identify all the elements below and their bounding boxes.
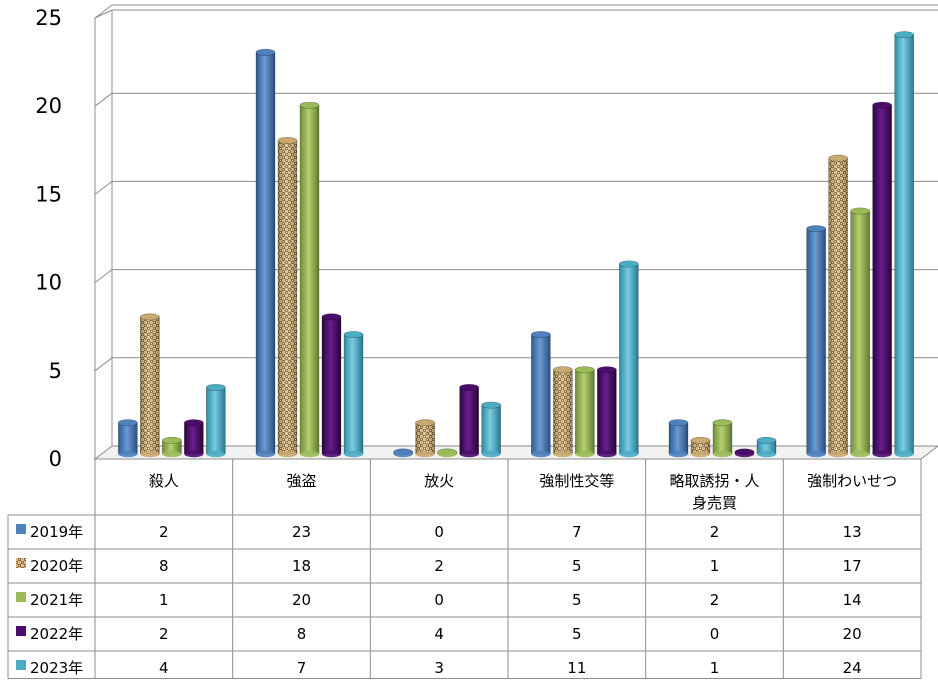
- category-label: 強盗: [286, 472, 316, 490]
- table-cell: 14: [843, 591, 862, 609]
- table-cell: 0: [434, 591, 444, 609]
- legend-swatch: [16, 592, 26, 602]
- bar-2023年-放火: [481, 401, 501, 458]
- category-label: 身売買: [692, 494, 737, 512]
- bar-2022年-略取誘拐・人身売買: [734, 448, 755, 458]
- bar-2022年-強制わいせつ: [872, 101, 892, 458]
- category-label: 強制性交等: [539, 472, 614, 490]
- bar-2021年-強制わいせつ: [850, 207, 870, 458]
- table-cell: 1: [710, 557, 720, 575]
- table-cell: 2: [710, 523, 720, 541]
- gridlines: [94, 4, 938, 372]
- table-cell: 2: [159, 523, 169, 541]
- table-cell: 3: [434, 659, 444, 677]
- y-tick-label: 25: [35, 6, 62, 30]
- legend-label: 2022年: [30, 625, 83, 643]
- y-tick-label: 20: [35, 94, 62, 118]
- bar-2019年-放火: [393, 448, 413, 458]
- legend-label: 2023年: [30, 659, 83, 677]
- table-cell: 1: [159, 591, 169, 609]
- y-tick-label: 10: [35, 271, 62, 295]
- legend-swatch: [16, 626, 26, 636]
- table-cell: 7: [572, 523, 582, 541]
- bar-2023年-殺人: [206, 383, 226, 458]
- bar-2020年-強盗: [277, 136, 298, 458]
- bar-2019年-殺人: [118, 419, 138, 458]
- table-cell: 5: [572, 591, 582, 609]
- legend-label: 2021年: [30, 591, 83, 609]
- bar-2023年-強盗: [343, 331, 364, 458]
- legend-swatch: [16, 558, 26, 568]
- y-tick-label: 15: [35, 182, 62, 206]
- bar-2019年-強制わいせつ: [806, 225, 826, 458]
- bar-2021年-放火: [437, 448, 457, 458]
- table-cell: 4: [434, 625, 444, 643]
- bar-2023年-略取誘拐・人身売買: [756, 436, 777, 458]
- table-cell: 13: [843, 523, 862, 541]
- table-cell: 2: [710, 591, 720, 609]
- legend-label: 2020年: [30, 557, 83, 575]
- gridline-depth: [94, 92, 113, 107]
- bar-2020年-強制わいせつ: [828, 154, 848, 458]
- gridline-depth: [94, 181, 113, 195]
- table-cell: 23: [292, 523, 311, 541]
- table-cell: 20: [843, 625, 862, 643]
- table-cell: 5: [572, 557, 582, 575]
- table-cell: 1: [710, 659, 720, 677]
- table-cell: 0: [434, 523, 444, 541]
- bar-2022年-殺人: [184, 419, 204, 458]
- bar-2021年-強制性交等: [575, 366, 595, 458]
- table-cell: 24: [843, 659, 862, 677]
- legend-swatch: [16, 660, 26, 670]
- legend-swatch: [16, 524, 26, 534]
- category-label: 略取誘拐・人: [669, 472, 759, 490]
- bar-2019年-強制性交等: [531, 331, 551, 458]
- gridline-depth: [94, 357, 113, 372]
- table-cell: 4: [159, 659, 169, 677]
- bar-2022年-強盗: [321, 313, 342, 458]
- bars: [118, 31, 914, 458]
- category-label: 殺人: [149, 472, 179, 490]
- table-cell: 0: [710, 625, 720, 643]
- table-cell: 11: [567, 659, 586, 677]
- y-tick-label: 5: [49, 359, 62, 383]
- table-cell: 20: [292, 591, 311, 609]
- table-cell: 2: [434, 557, 444, 575]
- bar-2023年-強制わいせつ: [894, 31, 914, 458]
- bar-2020年-略取誘拐・人身売買: [690, 436, 711, 458]
- bar-2019年-略取誘拐・人身売買: [668, 419, 689, 458]
- category-label: 放火: [424, 472, 454, 490]
- table-cell: 8: [159, 557, 169, 575]
- bar-2020年-殺人: [140, 313, 160, 458]
- bar-2019年-強盗: [255, 48, 276, 458]
- bar-2022年-強制性交等: [597, 366, 617, 458]
- table-cell: 17: [843, 557, 862, 575]
- bar-2021年-殺人: [162, 436, 182, 458]
- gridline-depth: [94, 4, 113, 19]
- table-cell: 5: [572, 625, 582, 643]
- bar-2022年-放火: [459, 383, 479, 458]
- gridline-depth: [94, 269, 113, 283]
- table-cell: 7: [297, 659, 307, 677]
- table-cell: 8: [297, 625, 307, 643]
- bar-2021年-強盗: [299, 101, 320, 458]
- legend-label: 2019年: [30, 523, 83, 541]
- category-label: 強制わいせつ: [807, 472, 897, 490]
- table-cell: 18: [292, 557, 311, 575]
- y-axis-ticks: 0 5 10 15 20 25: [35, 6, 62, 471]
- y-tick-label: 0: [49, 447, 62, 471]
- table-cell: 2: [159, 625, 169, 643]
- bar-2020年-放火: [415, 419, 435, 458]
- bar-2020年-強制性交等: [553, 366, 573, 458]
- bar-2021年-略取誘拐・人身売買: [712, 419, 733, 458]
- bar-2023年-強制性交等: [619, 260, 639, 458]
